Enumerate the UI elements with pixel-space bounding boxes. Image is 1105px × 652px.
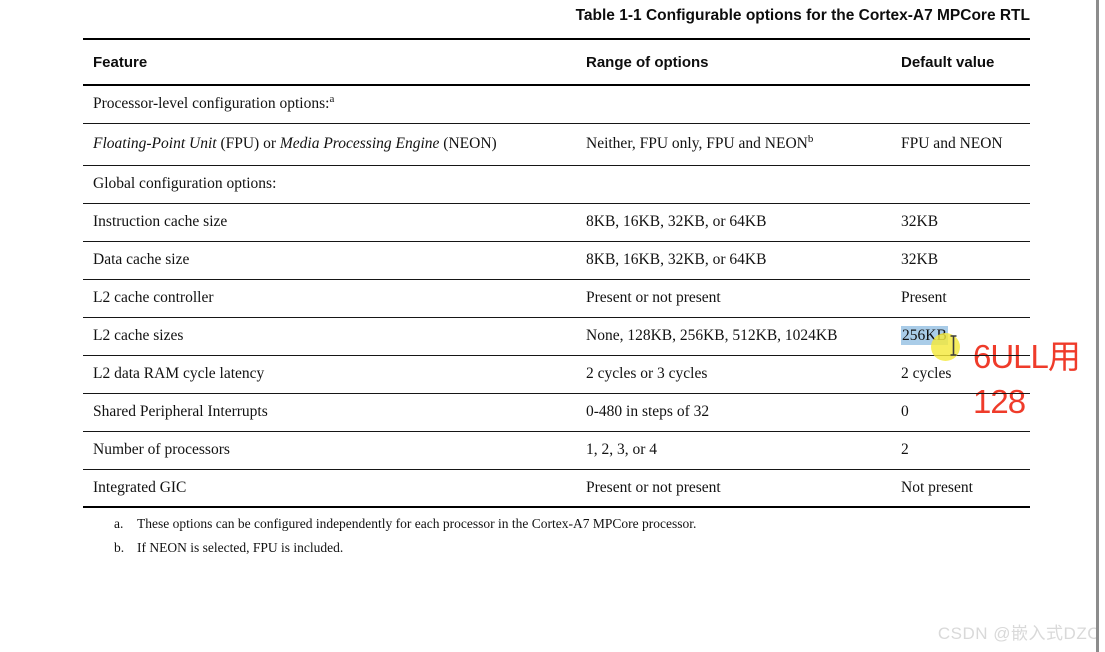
text-cursor-icon [949,334,958,361]
footnote-text: If NEON is selected, FPU is included. [137,540,344,555]
feature-cell: L2 cache sizes [93,327,184,344]
table-row: L2 cache controller Present or not presen… [83,279,1030,317]
page-edge-divider [1096,0,1099,652]
table-row: Shared Peripheral Interrupts 0-480 in ste… [83,393,1030,431]
feature-cell: L2 data RAM cycle latency [93,365,265,382]
footnote-marker: b. [114,540,125,555]
default-cell: 0 [901,403,909,420]
default-cell: 32KB [901,213,939,230]
watermark: CSDN @嵌入式DZC [937,624,1100,643]
footnote-marker: a. [114,516,124,531]
default-cell: 32KB [901,251,939,268]
default-cell: 2 cycles [901,365,952,382]
feature-term-italic: Media Processing Engine [279,135,440,152]
table-header-row: Feature Range of options Default value [83,39,1030,85]
footnote-line: a. These options can be configured indepe… [114,512,696,536]
feature-cell: Shared Peripheral Interrupts [93,403,268,420]
column-header-default: Default value [901,53,995,71]
range-cell: None, 128KB, 256KB, 512KB, 1024KB [586,327,838,344]
feature-cell: Data cache size [93,251,190,268]
default-cell: 2 [901,441,909,458]
column-header-range: Range of options [586,53,709,71]
table-row: L2 data RAM cycle latency 2 cycles or 3 c… [83,355,1030,393]
default-cell: FPU and NEON [901,135,1003,152]
section-header-cell: Global configuration options: [93,175,277,192]
range-cell: 1, 2, 3, or 4 [586,441,658,458]
column-header-feature: Feature [93,53,148,71]
section-row: Global configuration options: [83,165,1030,203]
feature-cell: L2 cache controller [93,289,214,306]
section-header-cell: Processor-level configuration options:a [93,93,335,113]
spec-table: Feature Range of options Default value Pro… [83,38,1030,508]
feature-term: (NEON) [439,135,497,152]
range-cell: 2 cycles or 3 cycles [586,365,708,382]
feature-cell: Integrated GIC [93,478,187,496]
feature-cell: Number of processors [93,441,230,458]
handwritten-annotation: 6ULL用 128 [973,334,1081,424]
default-cell: Present [901,289,947,306]
feature-term: (FPU) or [216,135,280,152]
table-row: Data cache size 8KB, 16KB, 32KB, or 64KB 3… [83,241,1030,279]
table-row: Number of processors 1, 2, 3, or 4 2 [83,431,1030,469]
footnote-reference: a [329,93,335,106]
footnote-reference: b [807,132,814,145]
table-row: Integrated GIC Present or not present Not … [83,469,1030,507]
annotation-line-1: 6ULL用 [973,338,1081,375]
range-cell: Neither, FPU only, FPU and NEONb [586,132,814,152]
range-cell: Present or not present [586,289,721,306]
feature-cell: Floating-Point Unit (FPU) or Media Proce… [83,123,586,165]
table-row: Floating-Point Unit (FPU) or Media Proce… [83,123,1030,165]
feature-term-italic: Floating-Point Unit [93,135,217,152]
cursor-highlight-circle [931,332,960,361]
range-cell: 8KB, 16KB, 32KB, or 64KB [586,251,767,268]
annotation-line-2: 128 [973,383,1026,420]
table-caption: Table 1-1 Configurable options for the C… [575,7,1030,24]
footnote-line: b. If NEON is selected, FPU is included. [114,536,696,560]
default-cell: 256KB [901,317,1030,361]
range-cell: Present or not present [586,478,721,496]
table-body: Processor-level configuration options:a F… [83,85,1030,507]
table-row: Instruction cache size 8KB, 16KB, 32KB, o… [83,203,1030,241]
feature-cell: Instruction cache size [93,213,228,230]
footnotes: a. These options can be configured indepe… [114,512,696,560]
default-cell: Not present [901,478,973,496]
footnote-text: These options can be configured independ… [137,516,697,531]
range-cell: 0-480 in steps of 32 [586,403,710,420]
section-row: Processor-level configuration options:a [83,85,1030,123]
table-row: L2 cache sizes None, 128KB, 256KB, 512KB,… [83,317,1030,361]
range-cell: 8KB, 16KB, 32KB, or 64KB [586,213,767,230]
